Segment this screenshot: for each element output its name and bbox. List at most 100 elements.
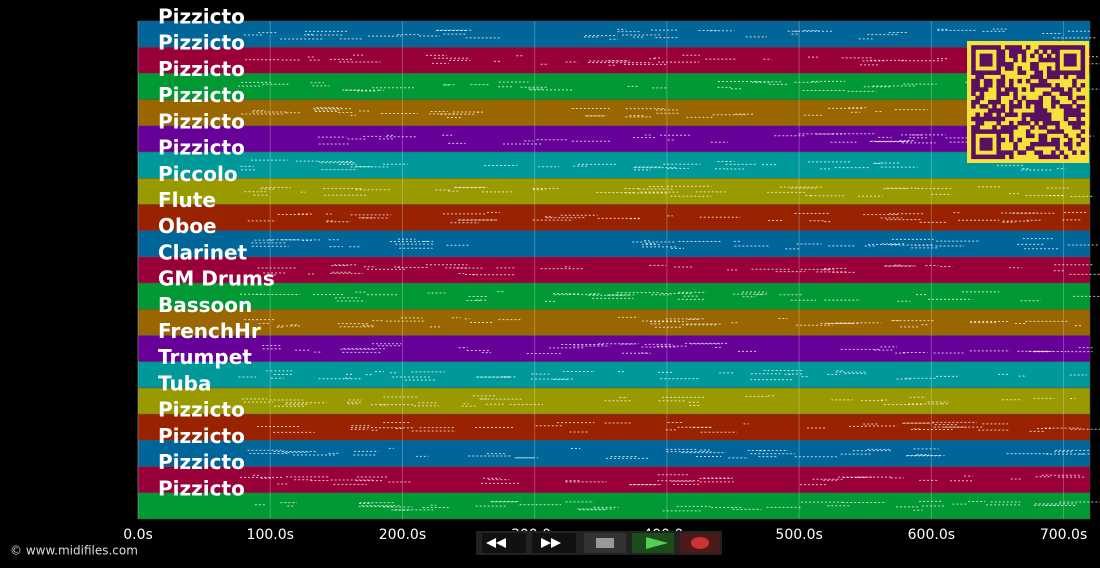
qr-cell xyxy=(1030,87,1035,92)
qr-cell xyxy=(1025,133,1031,139)
qr-cell xyxy=(1076,108,1081,113)
track-label: Flute xyxy=(158,188,216,212)
qr-cell xyxy=(988,78,993,84)
qr-cell xyxy=(975,154,980,160)
qr-cell xyxy=(1072,53,1077,59)
qr-cell xyxy=(1063,133,1069,139)
qr-cell xyxy=(1072,150,1077,155)
qr-cell xyxy=(988,112,993,118)
qr-cell xyxy=(1067,95,1073,101)
qr-cell xyxy=(1042,125,1048,130)
qr-cell xyxy=(996,137,1001,143)
qr-cell xyxy=(1034,66,1039,71)
qr-cell xyxy=(1042,45,1048,50)
qr-cell xyxy=(971,66,976,71)
qr-cell xyxy=(1034,116,1039,122)
qr-cell xyxy=(1000,116,1006,122)
qr-cell xyxy=(1021,150,1027,155)
qr-cell xyxy=(1059,150,1065,155)
qr-cell xyxy=(1013,95,1018,101)
qr-cell xyxy=(1063,154,1069,160)
qr-cell xyxy=(975,70,980,75)
qr-cell xyxy=(1080,70,1086,75)
qr-cell xyxy=(1080,45,1086,50)
qr-cell xyxy=(1042,91,1048,96)
qr-cell xyxy=(1009,99,1014,105)
qr-cell xyxy=(1063,53,1069,59)
qr-cell xyxy=(992,154,997,160)
qr-cell xyxy=(1000,57,1006,63)
track-label: Bassoon xyxy=(158,293,252,317)
qr-cell xyxy=(1055,99,1060,105)
qr-cell xyxy=(1038,57,1044,63)
qr-cell xyxy=(1055,45,1060,50)
qr-cell xyxy=(992,45,997,50)
qr-cell xyxy=(1080,120,1086,126)
qr-cell xyxy=(983,154,989,160)
qr-cell xyxy=(988,137,993,143)
qr-cell xyxy=(1067,53,1073,59)
qr-cell xyxy=(1055,141,1060,147)
qr-cell xyxy=(1013,57,1018,63)
qr-cell xyxy=(1076,133,1081,139)
play-button[interactable] xyxy=(632,533,674,553)
track-band xyxy=(137,440,1091,467)
qr-cell xyxy=(988,53,993,59)
qr-cell xyxy=(1038,53,1044,59)
stop-button[interactable] xyxy=(584,533,626,553)
qr-cell xyxy=(996,116,1001,122)
qr-cell xyxy=(1038,137,1044,143)
qr-cell xyxy=(1025,78,1031,84)
qr-cell xyxy=(1000,154,1006,160)
qr-cell xyxy=(1009,112,1014,118)
qr-cell xyxy=(1009,154,1014,160)
qr-cell xyxy=(1009,49,1014,54)
qr-cell xyxy=(979,87,985,92)
qr-cell xyxy=(1021,70,1027,75)
qr-cell xyxy=(992,104,997,109)
qr-cell xyxy=(979,137,985,143)
qr-cell xyxy=(975,78,980,84)
qr-cell xyxy=(1055,83,1060,88)
qr-cell xyxy=(1046,120,1052,126)
qr-cell xyxy=(996,70,1001,75)
qr-cell xyxy=(1063,74,1069,80)
qr-cell xyxy=(979,57,985,63)
qr-cell xyxy=(1055,49,1060,54)
qr-cell xyxy=(996,78,1001,84)
qr-cell xyxy=(983,116,989,122)
qr-cell xyxy=(1067,146,1073,151)
qr-cell xyxy=(1013,49,1018,54)
track-band xyxy=(137,125,1091,153)
qr-cell xyxy=(1046,45,1052,50)
qr-cell xyxy=(1055,57,1060,63)
qr-cell xyxy=(1051,57,1056,63)
qr-cell xyxy=(1017,49,1022,54)
track-band xyxy=(137,282,1091,310)
qr-cell xyxy=(1080,95,1086,101)
qr-cell xyxy=(1076,125,1081,130)
qr-cell xyxy=(1076,87,1081,92)
qr-cell xyxy=(996,57,1001,63)
qr-cell xyxy=(988,129,993,134)
forward-button[interactable] xyxy=(532,533,576,553)
qr-cell xyxy=(1055,129,1060,134)
qr-cell xyxy=(979,70,985,75)
qr-cell xyxy=(1009,83,1014,88)
qr-cell xyxy=(1042,154,1048,160)
qr-cell xyxy=(988,141,993,147)
track-label: GM Drums xyxy=(158,267,275,291)
rewind-button[interactable] xyxy=(482,533,526,553)
qr-cell xyxy=(1051,154,1056,160)
record-button[interactable] xyxy=(680,533,720,553)
qr-cell xyxy=(1080,62,1086,67)
qr-cell xyxy=(1017,78,1022,84)
qr-cell xyxy=(971,45,976,50)
qr-cell xyxy=(1067,70,1073,75)
qr-cell xyxy=(1038,154,1044,160)
qr-cell xyxy=(983,141,989,147)
qr-cell xyxy=(971,141,976,147)
track-label: FrenchHr xyxy=(158,319,261,343)
qr-cell xyxy=(975,129,980,134)
